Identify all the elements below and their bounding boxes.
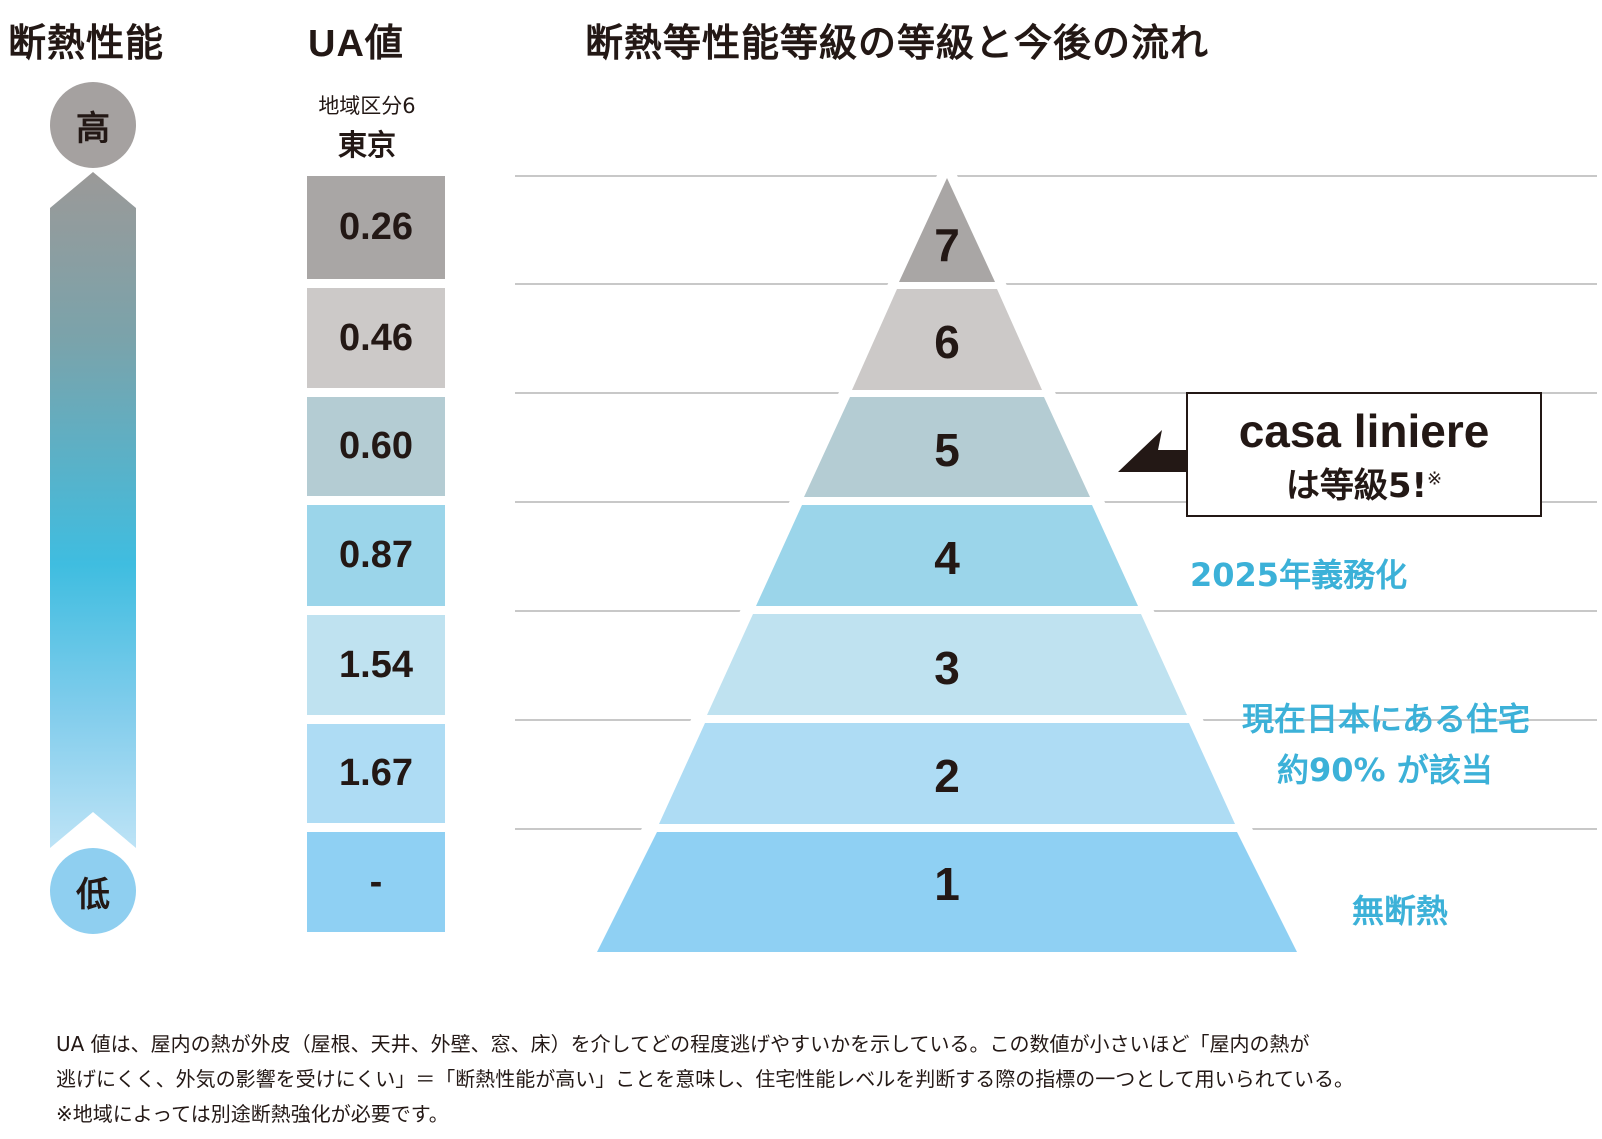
footnote-line-2: 逃げにくく、外気の影響を受けにくい」＝「断熱性能が高い」ことを意味し、住宅性能レ… [56,1067,1354,1091]
footnote-line-3: ※地域によっては別途断熱強化が必要です。 [56,1102,449,1126]
ua-box-grade-7: 0.26 [307,176,445,279]
ua-value: 0.26 [339,206,413,248]
tier-number-6: 6 [934,316,960,368]
ua-box-grade-6: 0.46 [307,288,445,388]
low-circle: 低 [50,848,136,934]
tier-number-3: 3 [934,642,960,694]
tier-number-7: 7 [934,219,960,271]
callout-footnote-mark: ※ [1427,468,1443,490]
tier-5 [804,397,1090,497]
ua-value: 0.60 [339,425,413,467]
casa-liniere-callout: casa liniere は等級5!※ [1186,392,1542,517]
tier-4 [756,505,1138,606]
footnote: UA 値は、屋内の熱が外皮（屋根、天井、外壁、窓、床）を介してどの程度逃げやすい… [56,1027,1354,1132]
tier-2 [659,723,1235,824]
tier-1 [597,832,1297,952]
ua-value: - [369,860,383,903]
performance-gradient-arrow [50,172,136,848]
label-current-housing-line2: 約90% が該当 [1277,751,1493,789]
high-circle: 高 [50,82,136,168]
low-label: 低 [76,874,110,915]
ua-value: 1.54 [339,643,413,686]
high-label: 高 [76,108,110,149]
label-current-housing-line1: 現在日本にある住宅 [1242,700,1531,738]
callout-arrow-icon [1118,430,1200,472]
tier-6 [852,289,1042,390]
tier-number-1: 1 [934,858,960,910]
tier-number-5: 5 [934,424,960,476]
ua-box-grade-2: 1.67 [307,724,445,823]
callout-grade-text: は等級5!※ [1188,458,1540,507]
label-no-insulation: 無断熱 [1352,892,1449,930]
heading-grades-title: 断熱等性能等級の等級と今後の流れ [585,21,1210,65]
tier-number-2: 2 [934,750,960,802]
ua-box-grade-3: 1.54 [307,615,445,715]
heading-performance: 断熱性能 [8,21,165,65]
region-zone: 地域区分6 [318,94,416,118]
ua-value: 0.87 [339,534,413,576]
grade-pyramid [515,175,1597,952]
tier-number-4: 4 [934,532,960,584]
ua-value: 1.67 [339,752,413,794]
ua-box-grade-4: 0.87 [307,505,445,606]
tier-7 [899,178,995,282]
ua-box-grade-1: - [307,832,445,932]
label-2025-mandatory: 2025年義務化 [1190,556,1408,594]
footnote-line-1: UA 値は、屋内の熱が外皮（屋根、天井、外壁、窓、床）を介してどの程度逃げやすい… [56,1032,1310,1056]
ua-box-grade-5: 0.60 [307,397,445,496]
region-city: 東京 [337,128,396,162]
tier-3 [707,614,1187,715]
ua-value: 0.46 [339,316,413,359]
callout-grade-label: は等級5! [1285,466,1428,506]
heading-ua-value: UA値 [308,23,404,65]
callout-brand: casa liniere [1238,405,1490,457]
